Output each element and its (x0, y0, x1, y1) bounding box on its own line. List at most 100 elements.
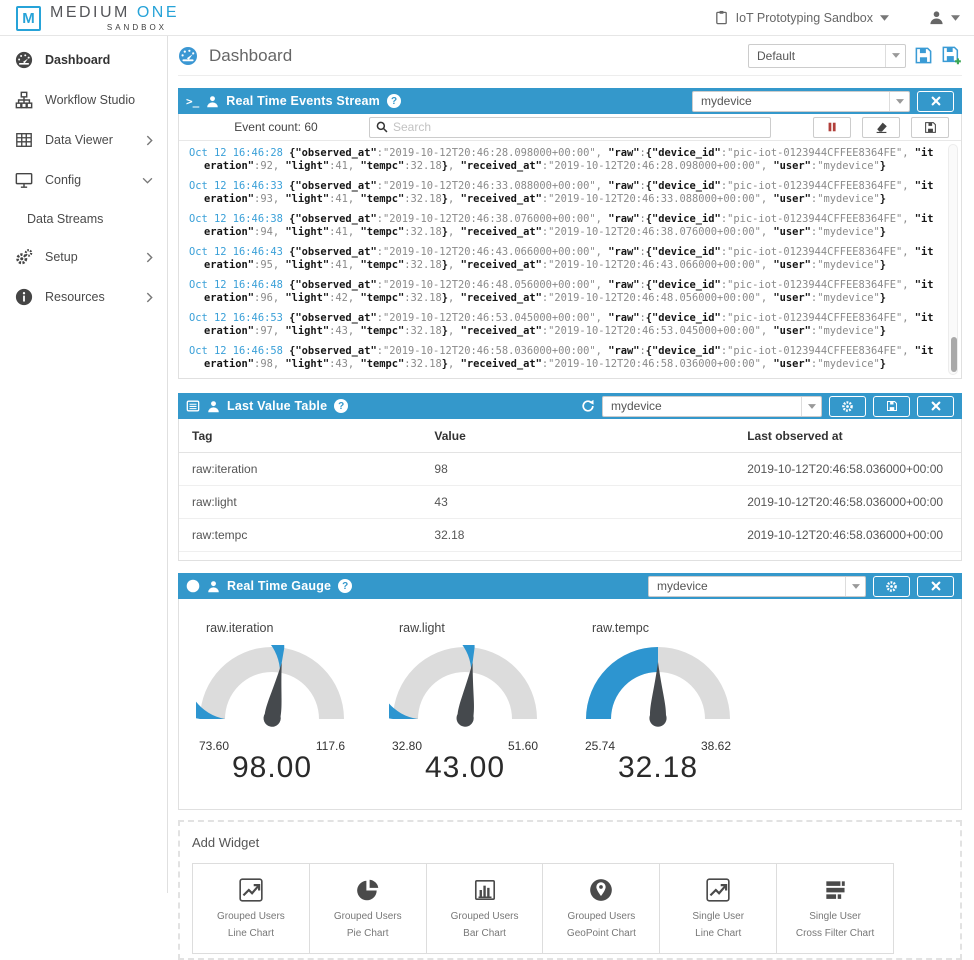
events-device-select[interactable]: mydevice (692, 91, 910, 112)
bar-chart-icon (427, 877, 543, 903)
sidebar-item-config[interactable]: Config (0, 160, 167, 200)
close-icon (931, 96, 941, 106)
event-log-entry: Oct 12 16:46:38 {"observed_at":"2019-10-… (189, 213, 939, 239)
sidebar-item-setup[interactable]: Setup (0, 237, 167, 277)
close-icon (931, 581, 941, 591)
event-log-entry: Oct 12 16:46:43 {"observed_at":"2019-10-… (189, 246, 939, 272)
sidebar-item-data-viewer[interactable]: Data Viewer (0, 120, 167, 160)
sidebar-item-label: Data Viewer (45, 133, 113, 147)
lastvalue-device-select[interactable]: mydevice (602, 396, 822, 417)
widget-tile-grouped-users-geopoint-chart[interactable]: Grouped Users GeoPoint Chart (543, 864, 660, 953)
chevron-down-icon[interactable] (801, 397, 821, 416)
gauge-icon (186, 579, 200, 593)
terminal-icon: >_ (186, 95, 199, 108)
logo-m-icon: M (16, 6, 41, 31)
help-icon[interactable]: ? (338, 579, 352, 593)
export-button[interactable] (911, 117, 949, 138)
widget-tile-line2: Bar Chart (427, 928, 543, 939)
user-icon (207, 580, 220, 593)
panel-title: Last Value Table (227, 399, 327, 413)
events-toolbar: Event count: 60 (179, 114, 961, 141)
chevron-down-icon[interactable] (889, 92, 909, 111)
clear-button[interactable] (862, 117, 900, 138)
settings-button[interactable] (873, 576, 910, 597)
widget-tile-line1: Grouped Users (543, 911, 659, 922)
main-content: Dashboard Default >_ Real Time Events St… (168, 36, 974, 893)
event-log-entry: Oct 12 16:46:48 {"observed_at":"2019-10-… (189, 279, 939, 305)
widget-tile-line1: Single User (777, 911, 893, 922)
help-icon[interactable]: ? (334, 399, 348, 413)
table-cell: 98 (421, 453, 734, 486)
widget-tile-line2: GeoPoint Chart (543, 928, 659, 939)
gauge-value: 98.00 (196, 751, 348, 785)
log-scrollbar-thumb[interactable] (951, 337, 957, 372)
eraser-icon (875, 121, 888, 134)
close-panel-button[interactable] (917, 576, 954, 597)
sidebar-item-label: Data Streams (27, 212, 103, 226)
log-scrollbar[interactable] (948, 144, 958, 375)
info-icon (15, 288, 33, 306)
gauge-panel: Real Time Gauge ? mydevice raw.iteration… (178, 573, 962, 810)
gauge-dial (582, 645, 775, 738)
chevron-down-icon[interactable] (845, 577, 865, 596)
help-icon[interactable]: ? (387, 94, 401, 108)
gauge-device-select[interactable]: mydevice (648, 576, 866, 597)
sidebar-item-label: Config (45, 173, 81, 187)
event-count: Event count: 60 (187, 120, 365, 134)
chevron-right-icon (146, 292, 153, 303)
settings-button[interactable] (829, 396, 866, 417)
chevron-down-icon[interactable] (951, 15, 960, 21)
sidebar-item-dashboard[interactable]: Dashboard (0, 40, 167, 80)
sidebar-nav: Dashboard Workflow Studio Data Viewer Confi… (0, 36, 168, 893)
refresh-icon[interactable] (581, 399, 595, 413)
column-header: Last observed at (734, 419, 961, 453)
event-log-entry: Oct 12 16:46:58 {"observed_at":"2019-10-… (189, 345, 939, 371)
sidebar-item-workflow-studio[interactable]: Workflow Studio (0, 80, 167, 120)
save-button[interactable] (873, 396, 910, 417)
user-icon (207, 400, 220, 413)
topbar: M MEDIUM ONE SANDBOX IoT Prototyping San… (0, 0, 974, 36)
sidebar-item-data-streams[interactable]: Data Streams (0, 200, 167, 237)
gauge-min: 73.60 (199, 739, 229, 753)
widget-tile-line2: Line Chart (193, 928, 309, 939)
gauge-dial (389, 645, 582, 738)
workflow-icon (15, 91, 33, 109)
widget-tile-line1: Grouped Users (310, 911, 426, 922)
brand-subtext: SANDBOX (50, 23, 179, 32)
pause-button[interactable] (813, 117, 851, 138)
table-cell: 43 (421, 486, 734, 519)
widget-tile-line2: Line Chart (660, 928, 776, 939)
table-cell: raw:iteration (179, 453, 421, 486)
user-icon (206, 95, 219, 108)
dashboard-preset-select[interactable]: Default (748, 44, 906, 68)
close-panel-button[interactable] (917, 396, 954, 417)
event-log-entry: Oct 12 16:46:53 {"observed_at":"2019-10-… (189, 312, 939, 338)
sandbox-selector[interactable]: IoT Prototyping Sandbox (736, 11, 873, 25)
chevron-down-icon[interactable] (880, 15, 889, 21)
close-panel-button[interactable] (917, 91, 954, 112)
gauge-min: 25.74 (585, 739, 615, 753)
table-cell: 2019-10-12T20:46:58.036000+00:00 (734, 486, 961, 519)
table-cell: raw:light (179, 486, 421, 519)
search-box (369, 117, 771, 138)
search-input[interactable] (393, 120, 764, 134)
sidebar-item-resources[interactable]: Resources (0, 277, 167, 317)
gauge-icon (178, 46, 198, 66)
event-log-entry: Oct 12 16:46:28 {"observed_at":"2019-10-… (189, 147, 939, 173)
sidebar-item-label: Dashboard (45, 53, 110, 67)
user-menu-icon[interactable] (929, 10, 944, 25)
save-as-new-dashboard-icon[interactable] (941, 45, 962, 66)
gauge-label: raw.tempc (592, 621, 775, 635)
save-dashboard-icon[interactable] (914, 46, 933, 65)
chevron-down-icon[interactable] (885, 45, 905, 67)
chevron-right-icon (146, 252, 153, 263)
